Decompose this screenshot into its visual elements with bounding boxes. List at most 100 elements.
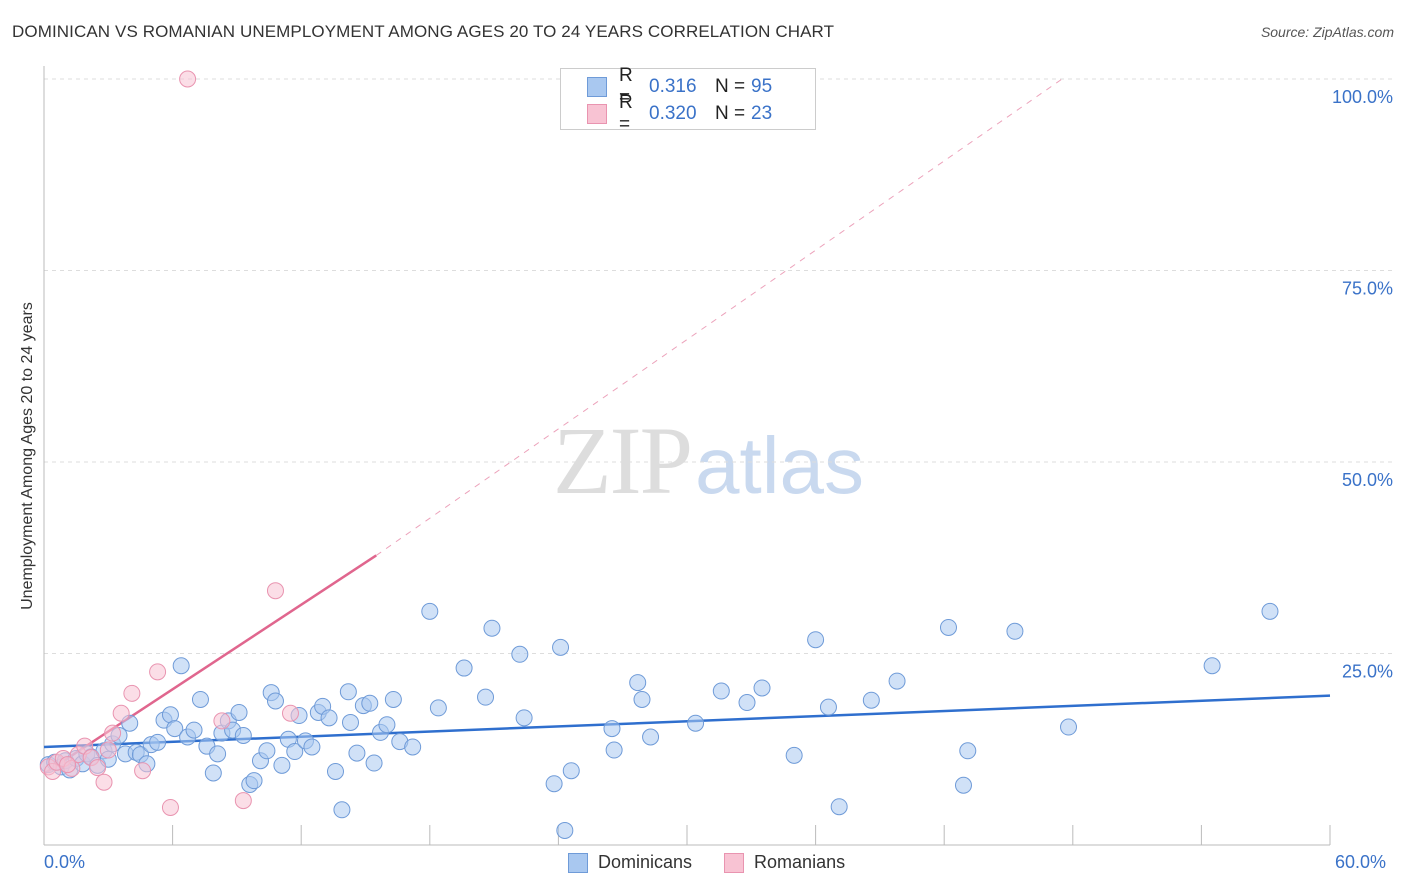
point-dominicans	[1006, 622, 1024, 640]
point-dominicans	[959, 742, 977, 760]
point-dominicans	[273, 756, 291, 774]
point-dominicans	[172, 657, 190, 675]
point-romanians	[112, 704, 130, 722]
point-dominicans	[378, 716, 396, 734]
y-tick-label: 50.0%	[1342, 470, 1393, 490]
point-dominicans	[1261, 602, 1279, 620]
point-dominicans	[738, 694, 756, 712]
point-dominicans	[807, 631, 825, 649]
point-dominicans	[939, 618, 957, 636]
point-dominicans	[785, 746, 803, 764]
point-dominicans	[384, 690, 402, 708]
point-dominicans	[753, 679, 771, 697]
point-dominicans	[455, 659, 473, 677]
point-dominicans	[191, 690, 209, 708]
point-dominicans	[712, 682, 730, 700]
point-dominicans	[603, 720, 621, 738]
point-dominicans	[234, 726, 252, 744]
point-dominicans	[286, 743, 304, 761]
point-dominicans	[209, 745, 227, 763]
point-dominicans	[687, 714, 705, 732]
point-romanians	[161, 798, 179, 816]
point-romanians	[89, 759, 107, 777]
point-dominicans	[1060, 718, 1078, 736]
legend-n-label: N =	[715, 103, 746, 124]
legend-r-label: R =	[619, 65, 633, 108]
bottom-legend-dominicans: Dominicans	[568, 852, 692, 873]
legend-r-value: 0.316	[649, 76, 697, 97]
point-dominicans	[483, 619, 501, 637]
axes	[43, 66, 1331, 846]
point-dominicans	[333, 801, 351, 819]
data-points	[39, 70, 1279, 839]
legend-n-value: 23	[751, 103, 773, 124]
point-dominicans	[515, 709, 533, 727]
trend-line-extension-romanians	[375, 78, 1063, 556]
trend-line-dominicans	[43, 694, 1331, 749]
point-romanians	[99, 741, 117, 759]
point-dominicans	[954, 776, 972, 794]
bottom-legend-label: Dominicans	[598, 852, 693, 872]
point-dominicans	[326, 762, 344, 780]
point-dominicans	[266, 692, 284, 710]
point-dominicans	[629, 674, 647, 692]
point-dominicans	[341, 713, 359, 731]
point-dominicans	[320, 709, 338, 727]
point-dominicans	[862, 691, 880, 709]
point-dominicans	[552, 638, 570, 656]
chart-title: DOMINICAN VS ROMANIAN UNEMPLOYMENT AMONG…	[12, 22, 835, 41]
point-dominicans	[1203, 657, 1221, 675]
point-dominicans	[477, 688, 495, 706]
point-dominicans	[339, 683, 357, 701]
point-dominicans	[556, 821, 574, 839]
y-tick-label: 100.0%	[1332, 87, 1393, 107]
point-dominicans	[185, 721, 203, 739]
bottom-legend-romanians: Romanians	[724, 852, 845, 873]
legend: R = 0.316 N = 95 R = 0.320 N = 23	[560, 65, 816, 135]
point-dominicans	[245, 772, 263, 790]
x-tick-label-max: 60.0%	[1335, 852, 1387, 872]
point-dominicans	[421, 602, 439, 620]
point-romanians	[134, 762, 152, 780]
source-label: Source: ZipAtlas.com	[1260, 24, 1394, 40]
point-dominicans	[819, 698, 837, 716]
y-tick-label: 75.0%	[1342, 279, 1393, 299]
point-dominicans	[642, 728, 660, 746]
point-dominicans	[348, 744, 366, 762]
legend-n-label: N =	[715, 76, 746, 97]
gridlines	[44, 78, 1392, 654]
point-romanians	[281, 704, 299, 722]
x-tick-label-min: 0.0%	[44, 852, 86, 872]
legend-row-dominicans: R = 0.316 N = 95	[587, 65, 773, 108]
bottom-legend-swatch-dominicans	[568, 852, 588, 873]
point-romanians	[234, 792, 252, 810]
bottom-legend-swatch-romanians	[724, 852, 745, 873]
legend-r-value: 0.320	[649, 103, 697, 124]
point-romanians	[149, 663, 167, 681]
point-dominicans	[605, 741, 623, 759]
point-romanians	[95, 773, 113, 791]
point-dominicans	[303, 738, 321, 756]
trend-lines	[43, 78, 1331, 775]
point-dominicans	[404, 738, 422, 756]
point-dominicans	[365, 754, 383, 772]
point-romanians	[179, 70, 197, 88]
legend-swatch-dominicans	[587, 77, 607, 97]
point-dominicans	[545, 775, 563, 793]
point-dominicans	[166, 720, 184, 738]
point-dominicans	[361, 694, 379, 712]
point-dominicans	[830, 798, 848, 816]
watermark-atlas: atlas	[695, 421, 864, 510]
point-romanians	[104, 724, 122, 742]
point-dominicans	[562, 762, 580, 780]
point-dominicans	[633, 690, 651, 708]
point-romanians	[59, 756, 77, 774]
y-tick-labels: 25.0% 50.0% 75.0% 100.0%	[1332, 87, 1393, 682]
legend-row-romanians: R = 0.320 N = 23	[587, 92, 773, 135]
point-dominicans	[258, 742, 276, 760]
legend-n-value: 95	[751, 76, 773, 97]
bottom-legend-label: Romanians	[754, 852, 846, 872]
trend-line-romanians	[43, 554, 377, 775]
point-dominicans	[230, 703, 248, 721]
